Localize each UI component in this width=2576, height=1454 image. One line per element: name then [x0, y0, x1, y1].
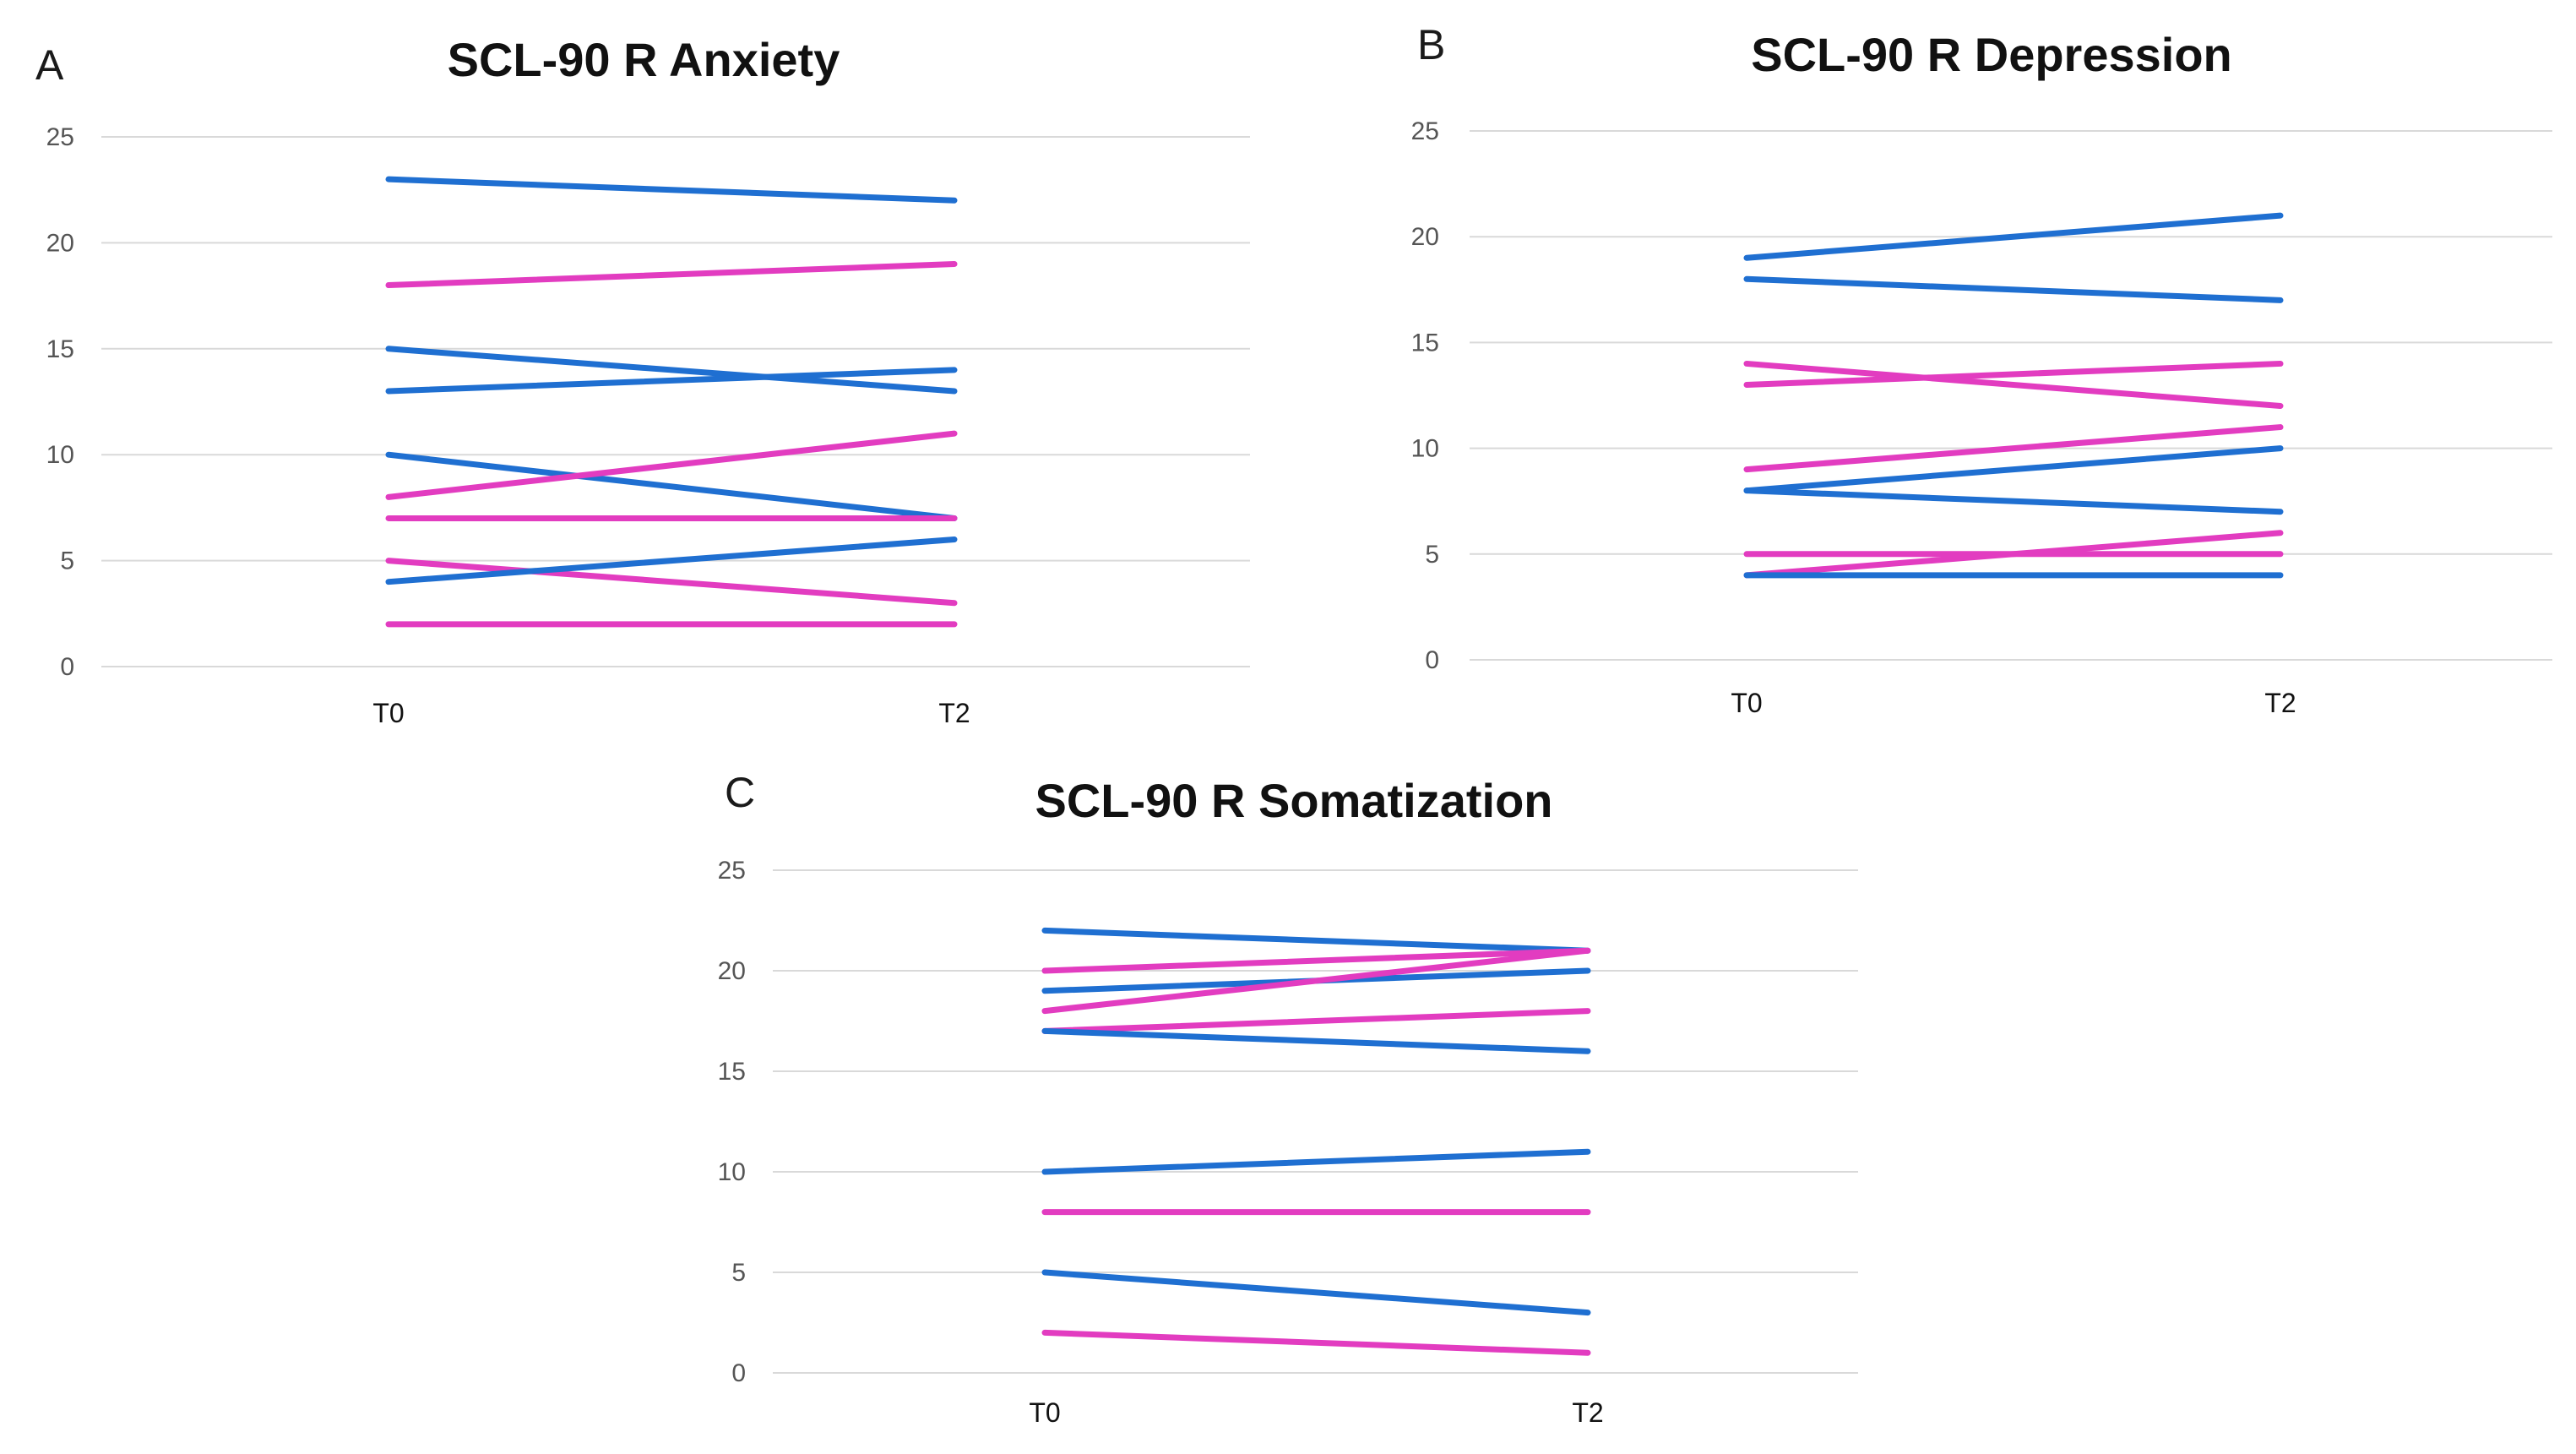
panel-a-anxiety-chart: A SCL-90 R Anxiety 0 5 10 15 20 25 T0 T2	[35, 33, 1250, 728]
series-line-blue-2	[1743, 275, 2284, 303]
y-tick-label: 5	[60, 547, 74, 575]
series-line-blue-3	[1743, 445, 2284, 494]
panel-letter: A	[35, 41, 64, 89]
series-line-pink-2	[385, 430, 958, 500]
series-line-pink-1	[1041, 947, 1591, 974]
series-line-pink-3	[1041, 1008, 1591, 1034]
y-tick-label: 25	[46, 123, 74, 151]
y-tick-label: 0	[1425, 646, 1439, 674]
y-tick-label: 15	[46, 335, 74, 363]
series-line-pink-2	[1041, 947, 1591, 1015]
panel-letter: B	[1417, 21, 1445, 68]
series-line-blue-2	[385, 346, 958, 395]
y-tick-label: 10	[46, 441, 74, 469]
series-line-pink-4	[385, 558, 958, 607]
series-line-blue-4	[1743, 487, 2284, 515]
y-tick-label: 0	[731, 1359, 746, 1387]
y-tick-label: 20	[46, 229, 74, 257]
series-line-blue-1	[1041, 927, 1591, 954]
panel-c-somatization-chart: C SCL-90 R Somatization 0 5 10 15 20 25 T0 T2	[718, 769, 1858, 1428]
series-line-blue-4	[1041, 1148, 1591, 1175]
chart-title: SCL-90 R Somatization	[1035, 774, 1553, 827]
series-line-blue-3	[1041, 1027, 1591, 1054]
panel-b-depression-chart: B SCL-90 R Depression 0 5 10 15 20 25 T0 T2	[1411, 21, 2552, 718]
chart-title: SCL-90 R Depression	[1751, 28, 2232, 81]
y-tick-label: 15	[1411, 329, 1439, 357]
x-tick-label: T2	[2264, 688, 2296, 718]
panel-letter: C	[725, 769, 755, 816]
series-line-blue-1	[385, 176, 958, 204]
series-line-pink-2	[1743, 360, 2284, 388]
series-line-pink-1	[1743, 360, 2284, 410]
series-line-blue-1	[1743, 212, 2284, 261]
series-line-blue-5	[385, 536, 958, 585]
y-tick-label: 0	[60, 653, 74, 681]
series-line-pink-5	[1743, 530, 2284, 579]
x-tick-label: T0	[1029, 1397, 1060, 1428]
y-tick-label: 10	[718, 1158, 746, 1186]
x-tick-label: T0	[372, 698, 404, 728]
x-tick-label: T2	[1572, 1397, 1603, 1428]
y-tick-label: 25	[1411, 117, 1439, 145]
series-line-blue-4	[385, 451, 958, 521]
y-tick-label: 5	[731, 1259, 746, 1287]
y-tick-label: 20	[1411, 223, 1439, 251]
series-line-blue-5	[1041, 1269, 1591, 1316]
series-line-pink-3	[1743, 424, 2284, 473]
series-line-pink-1	[385, 260, 958, 289]
y-tick-label: 25	[718, 857, 746, 885]
x-tick-label: T0	[1731, 688, 1762, 718]
series-line-blue-3	[385, 367, 958, 395]
y-tick-label: 10	[1411, 435, 1439, 463]
y-tick-label: 15	[718, 1058, 746, 1086]
chart-title: SCL-90 R Anxiety	[448, 33, 840, 86]
y-tick-label: 20	[718, 957, 746, 985]
series-line-pink-5	[1041, 1329, 1591, 1356]
y-tick-label: 5	[1425, 541, 1439, 569]
x-tick-label: T2	[938, 698, 970, 728]
